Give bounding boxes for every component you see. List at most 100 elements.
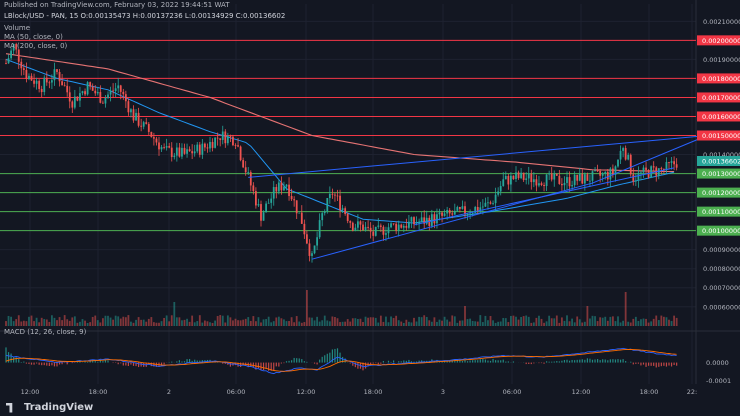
- support-price-label-bg: [697, 187, 740, 198]
- candle-body: [76, 96, 79, 101]
- candle-body: [214, 137, 216, 148]
- price-axis[interactable]: 0.00210000 0.00190000 0.00140000 0.00090000…: [697, 18, 740, 385]
- volume-bar: [73, 316, 76, 326]
- candle-body: [339, 195, 341, 211]
- volume-bar: [433, 317, 436, 326]
- candle-body: [58, 71, 61, 82]
- candle-body: [535, 179, 538, 186]
- volume-bar: [328, 321, 331, 326]
- volume-bar: [390, 316, 392, 326]
- candle-body: [188, 149, 191, 152]
- time-tick-label: 2: [167, 388, 171, 396]
- volume-bar: [487, 320, 489, 326]
- macd-legend[interactable]: MACD (12, 26, close, 9): [4, 328, 87, 336]
- volume-bar: [124, 317, 127, 326]
- candle-body: [354, 227, 357, 231]
- volume-bar: [298, 321, 301, 326]
- candle-body: [206, 147, 209, 149]
- time-axis[interactable]: 12:00 18:00 2 06:00 12:00 18:00 3 06:00 12:00 18:…: [21, 388, 698, 396]
- candle-body: [285, 184, 288, 187]
- volume-bar: [117, 316, 120, 326]
- volume-bar: [430, 321, 433, 326]
- volume-bar: [601, 317, 604, 326]
- ma50-legend[interactable]: MA (50, close, 0): [4, 33, 63, 41]
- volume-bar: [525, 315, 528, 326]
- volume-bar: [318, 321, 321, 326]
- volume-bar: [527, 316, 530, 326]
- resistance-price-label-bg: [697, 35, 740, 46]
- volume-bar: [306, 290, 308, 326]
- time-tick-label: 12:00: [572, 388, 591, 396]
- candle-body: [563, 182, 566, 186]
- candle-body: [28, 75, 30, 79]
- candle-body: [224, 131, 227, 144]
- volume-bar: [58, 317, 61, 326]
- volume-bar: [249, 320, 252, 326]
- volume-bar: [275, 317, 278, 326]
- trendline: [248, 135, 708, 178]
- resistance-price-label: 0.00160000: [702, 113, 740, 121]
- candle-body: [589, 180, 591, 182]
- volume-bar: [520, 316, 522, 326]
- volume-bar: [395, 315, 398, 326]
- volume-bar: [173, 302, 176, 326]
- candle-body: [56, 69, 58, 72]
- volume-bar: [313, 320, 316, 326]
- candle-body: [606, 171, 609, 180]
- candle-body: [318, 220, 321, 238]
- volume-bar: [510, 315, 512, 326]
- volume-bar: [135, 319, 137, 326]
- tradingview-logo[interactable]: TradingView: [6, 402, 93, 413]
- volume-bar: [66, 319, 69, 326]
- volume-legend[interactable]: Volume: [4, 24, 31, 32]
- ma200-legend[interactable]: MA (200, close, 0): [4, 42, 68, 50]
- candle-body: [71, 101, 74, 108]
- candle-body: [84, 91, 86, 95]
- volume-bar: [561, 317, 563, 326]
- candle-body: [191, 151, 194, 154]
- volume-bar: [89, 322, 92, 326]
- volume-bar: [382, 321, 385, 326]
- candle-body: [68, 92, 71, 102]
- volume-bar: [277, 316, 280, 326]
- volume-bar: [634, 316, 637, 326]
- candle-body: [308, 243, 311, 256]
- symbol-ohlc-line[interactable]: LBlock/USD - PAN, 15 O:0.00135473 H:0.00…: [4, 12, 286, 20]
- volume-bar: [224, 322, 227, 326]
- volume-bar: [489, 316, 492, 326]
- resistance-price-label: 0.00150000: [702, 132, 740, 140]
- candle-body: [165, 146, 168, 148]
- candle-body: [459, 207, 461, 209]
- volume-bar: [553, 318, 556, 326]
- volume-bar: [247, 317, 250, 326]
- volume-bar: [193, 322, 196, 326]
- volume-bar: [17, 315, 20, 326]
- candle-body: [494, 194, 497, 204]
- candle-body: [624, 148, 627, 160]
- candle-body: [642, 167, 645, 173]
- candle-body: [448, 209, 451, 214]
- volume-bar: [61, 320, 63, 326]
- candle-body: [438, 212, 441, 215]
- volume-bar: [206, 321, 209, 326]
- candle-body: [548, 173, 551, 175]
- last-price-label: 0.00136602: [702, 158, 740, 166]
- candle-body: [408, 221, 410, 228]
- candle-body: [328, 193, 331, 199]
- candle-body: [130, 109, 132, 113]
- candle-body: [436, 214, 438, 224]
- candle-body: [124, 94, 127, 102]
- time-tick-label: 06:00: [503, 388, 522, 396]
- candle-body: [63, 85, 66, 87]
- candle-body: [135, 112, 137, 121]
- candle-body: [293, 199, 296, 201]
- volume-bar: [349, 321, 352, 326]
- candle-body: [255, 191, 257, 206]
- volume-bar: [660, 315, 663, 326]
- volume-bar: [617, 316, 619, 326]
- volume-bar: [540, 318, 543, 326]
- volume-bar: [484, 315, 487, 326]
- tradingview-logo-text: TradingView: [24, 402, 94, 413]
- volume-bar: [79, 321, 81, 326]
